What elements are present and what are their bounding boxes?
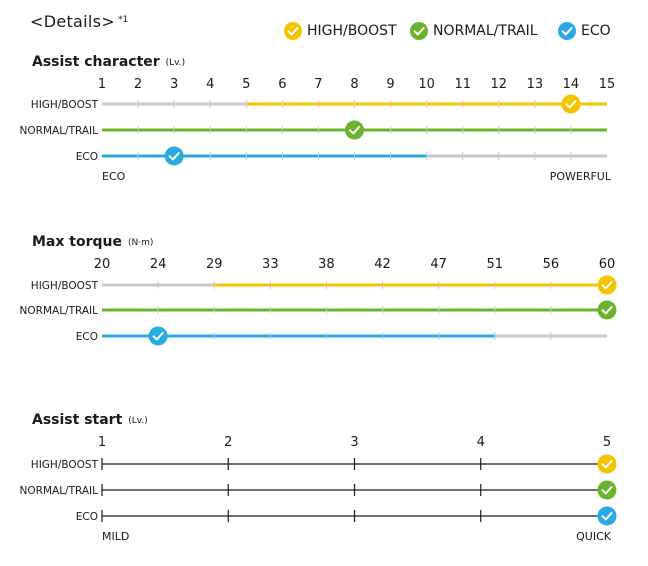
end-label-left-assist-start: MILD <box>102 530 129 543</box>
tick-label-max-torque-24: 24 <box>150 257 167 272</box>
tick-label-max-torque-33: 33 <box>262 257 279 272</box>
legend-item-normal-trail: NORMAL/TRAIL <box>410 20 538 42</box>
check-icon <box>601 281 613 290</box>
legend-label-eco: ECO <box>581 23 611 39</box>
row-label-assist-start-eco: ECO <box>76 511 98 523</box>
tick-label-assist-start-5: 5 <box>603 435 611 450</box>
marker-assist-start-eco <box>597 506 617 526</box>
chart-unit-assist-character: (Lv.) <box>166 58 186 68</box>
tick-label-assist-character-1: 1 <box>98 77 106 92</box>
tick-label-assist-start-4: 4 <box>477 435 485 450</box>
tick-label-assist-character-12: 12 <box>491 77 508 92</box>
tick-label-assist-character-13: 13 <box>527 77 544 92</box>
row-label-max-torque-eco: ECO <box>76 331 98 343</box>
tick-label-assist-character-9: 9 <box>386 77 394 92</box>
legend-item-high-boost: HIGH/BOOST <box>284 20 397 42</box>
legend-item-eco: ECO <box>558 20 611 42</box>
chart-unit-assist-start: (Lv.) <box>128 416 148 426</box>
check-icon <box>168 152 180 161</box>
row-label-assist-character-eco: ECO <box>76 151 98 163</box>
check-icon <box>601 460 613 469</box>
end-label-right-assist-character: POWERFUL <box>550 170 612 183</box>
tick-label-assist-start-3: 3 <box>350 435 358 450</box>
tick-label-max-torque-51: 51 <box>487 257 504 272</box>
tick-label-assist-character-7: 7 <box>314 77 322 92</box>
marker-assist-start-high-boost <box>597 454 617 474</box>
tick-label-assist-start-2: 2 <box>224 435 232 450</box>
page-title-footnote: *1 <box>117 15 129 25</box>
marker-max-torque-eco <box>148 326 168 346</box>
end-label-right-assist-start: QUICK <box>576 530 612 543</box>
check-icon <box>410 22 428 40</box>
tick-label-assist-character-14: 14 <box>563 77 580 92</box>
tick-label-max-torque-60: 60 <box>599 257 616 272</box>
tick-label-max-torque-42: 42 <box>374 257 391 272</box>
check-icon <box>565 100 577 109</box>
row-label-assist-character-high-boost: HIGH/BOOST <box>31 99 99 111</box>
page-title: <Details> <box>30 12 115 31</box>
page-title-row: <Details> *1 <box>30 12 128 38</box>
legend-label-normal-trail: NORMAL/TRAIL <box>433 23 538 39</box>
tick-label-assist-character-2: 2 <box>134 77 142 92</box>
chart-title-assist-character: Assist character <box>32 54 160 70</box>
chart-title-assist-start: Assist start <box>32 412 123 428</box>
chart-unit-max-torque: (N·m) <box>128 238 153 248</box>
marker-assist-character-normal-trail <box>345 120 364 140</box>
row-label-max-torque-normal-trail: NORMAL/TRAIL <box>20 305 99 317</box>
marker-assist-character-high-boost <box>561 94 581 114</box>
tick-label-max-torque-47: 47 <box>430 257 447 272</box>
marker-assist-character-eco <box>164 146 184 166</box>
check-icon <box>152 332 164 341</box>
tick-label-max-torque-38: 38 <box>318 257 335 272</box>
check-icon <box>284 22 302 40</box>
tick-label-assist-start-1: 1 <box>98 435 106 450</box>
row-label-assist-character-normal-trail: NORMAL/TRAIL <box>20 125 99 137</box>
tick-label-max-torque-56: 56 <box>543 257 560 272</box>
legend-label-high-boost: HIGH/BOOST <box>307 23 397 39</box>
tick-label-assist-character-3: 3 <box>170 77 178 92</box>
check-icon <box>558 22 576 40</box>
row-label-max-torque-high-boost: HIGH/BOOST <box>31 280 99 292</box>
marker-max-torque-high-boost <box>597 275 617 295</box>
marker-max-torque-normal-trail <box>597 300 617 320</box>
marker-assist-start-normal-trail <box>597 480 617 500</box>
check-icon <box>601 486 613 495</box>
tick-label-assist-character-5: 5 <box>242 77 250 92</box>
tick-label-assist-character-10: 10 <box>418 77 435 92</box>
check-icon <box>601 512 613 521</box>
tick-label-max-torque-29: 29 <box>206 257 223 272</box>
tick-label-assist-character-6: 6 <box>278 77 286 92</box>
row-label-assist-start-high-boost: HIGH/BOOST <box>31 459 99 471</box>
end-label-left-assist-character: ECO <box>102 170 126 183</box>
row-label-assist-start-normal-trail: NORMAL/TRAIL <box>20 485 99 497</box>
tick-label-max-torque-20: 20 <box>94 257 111 272</box>
tick-label-assist-character-4: 4 <box>206 77 214 92</box>
tick-label-assist-character-8: 8 <box>350 77 358 92</box>
chart-title-max-torque: Max torque <box>32 234 122 250</box>
tick-label-assist-character-11: 11 <box>454 77 471 92</box>
check-icon <box>349 126 361 135</box>
check-icon <box>601 306 613 315</box>
tick-label-assist-character-15: 15 <box>599 77 616 92</box>
